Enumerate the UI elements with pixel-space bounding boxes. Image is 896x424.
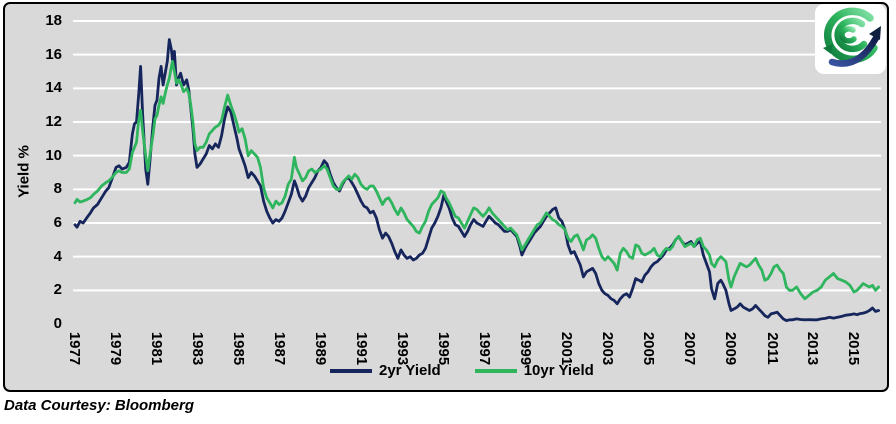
- x-tick-label-2001: 2001: [549, 330, 585, 366]
- y-tick-label-8: 8: [53, 180, 62, 198]
- y-tick-label-12: 12: [45, 113, 62, 130]
- x-tick-label-1979: 1979: [98, 330, 134, 366]
- x-tick-text: 2009: [722, 331, 740, 365]
- x-tick-text: 1995: [435, 331, 453, 365]
- x-tick-text: 2007: [681, 331, 699, 365]
- y-tick-label-2: 2: [53, 281, 62, 299]
- y-tick-label-0: 0: [53, 315, 62, 332]
- x-tick-label-2013: 2013: [795, 330, 831, 366]
- legend-item-10yr-yield: 10yr Yield: [474, 362, 594, 380]
- y-tick-label-4: 4: [53, 247, 62, 265]
- y-tick-label-10: 10: [45, 146, 62, 164]
- x-tick-label-1977: 1977: [57, 330, 93, 366]
- legend-label: 2yr Yield: [379, 362, 441, 379]
- x-tick-text: 1999: [517, 331, 535, 365]
- x-tick-text: 1985: [230, 331, 248, 365]
- x-tick-label-2003: 2003: [590, 330, 626, 366]
- y-tick-label-6: 6: [53, 214, 62, 231]
- x-tick-label-1985: 1985: [221, 330, 257, 366]
- brand-logo: [814, 4, 888, 81]
- legend-line-swatch: [330, 369, 372, 373]
- x-tick-label-2015: 2015: [836, 330, 872, 366]
- x-tick-text: 2013: [804, 331, 822, 365]
- x-tick-label-2009: 2009: [713, 330, 749, 366]
- x-tick-text: 2015: [845, 331, 863, 365]
- x-tick-label-2007: 2007: [672, 330, 708, 366]
- legend-label: 10yr Yield: [523, 362, 594, 379]
- x-tick-text: 1997: [476, 331, 494, 365]
- legend-line-swatch: [474, 369, 517, 373]
- x-tick-label-2011: 2011: [754, 330, 790, 366]
- x-tick-text: 1991: [353, 331, 371, 365]
- x-tick-text: 1987: [271, 331, 289, 365]
- x-tick-text: 1977: [66, 331, 84, 365]
- x-tick-label-1989: 1989: [303, 330, 339, 366]
- y-tick-label-14: 14: [45, 79, 62, 97]
- x-tick-text: 2005: [640, 331, 658, 365]
- x-tick-text: 1993: [394, 331, 412, 365]
- globe-swirl-arrow-icon: [815, 4, 886, 74]
- y-tick-label-16: 16: [45, 45, 62, 63]
- x-tick-text: 1979: [107, 331, 125, 365]
- x-tick-label-1981: 1981: [139, 330, 175, 366]
- legend-item-2yr-yield: 2yr Yield: [330, 362, 441, 380]
- x-tick-label-1991: 1991: [344, 330, 380, 366]
- x-tick-text: 2001: [558, 331, 576, 365]
- x-tick-text: 1989: [312, 331, 330, 365]
- x-tick-label-1987: 1987: [262, 330, 298, 366]
- x-tick-label-1999: 1999: [508, 330, 544, 366]
- x-tick-text: 1983: [189, 331, 207, 365]
- x-tick-text: 2011: [763, 331, 781, 365]
- data-courtesy-note: Data Courtesy: Bloomberg: [4, 397, 195, 414]
- x-tick-label-1983: 1983: [180, 330, 216, 366]
- x-tick-label-2005: 2005: [631, 330, 667, 366]
- x-tick-text: 1981: [148, 331, 166, 365]
- chart-legend: 2yr Yield 10yr Yield: [330, 362, 594, 380]
- x-tick-label-1995: 1995: [426, 330, 462, 366]
- x-tick-text: 2003: [599, 331, 617, 365]
- x-tick-label-1997: 1997: [467, 330, 503, 366]
- x-tick-label-1993: 1993: [385, 330, 421, 366]
- y-tick-label-18: 18: [45, 12, 62, 29]
